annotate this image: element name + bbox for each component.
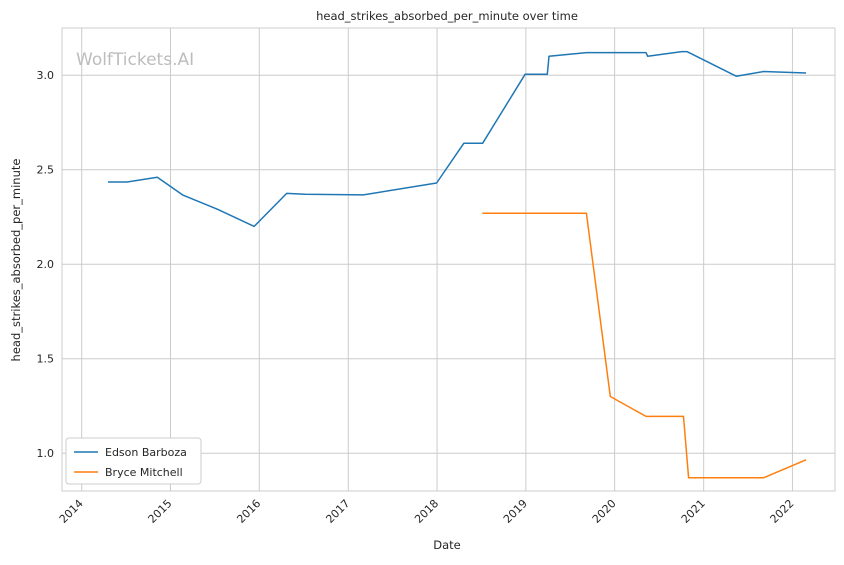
watermark-text: WolfTickets.AI bbox=[76, 50, 194, 70]
y-tick-label: 1.5 bbox=[37, 353, 55, 366]
chart-title: head_strikes_absorbed_per_minute over ti… bbox=[316, 9, 578, 23]
x-axis-label: Date bbox=[433, 538, 461, 552]
series-lines bbox=[108, 50, 807, 479]
y-tick-label: 1.0 bbox=[37, 447, 55, 460]
series-line-2 bbox=[482, 212, 807, 479]
legend: Edson Barboza Bryce Mitchell bbox=[65, 437, 202, 485]
y-axis-ticks: 1.0 1.5 2.0 2.5 3.0 bbox=[37, 69, 55, 460]
y-tick-label: 2.0 bbox=[37, 258, 55, 271]
series-line-1 bbox=[108, 50, 807, 228]
y-tick-label: 3.0 bbox=[37, 69, 55, 82]
legend-label: Bryce Mitchell bbox=[105, 466, 183, 479]
grid-lines bbox=[62, 28, 835, 491]
plot-area-frame bbox=[61, 27, 836, 492]
legend-box bbox=[65, 437, 202, 485]
legend-label: Edson Barboza bbox=[105, 446, 187, 459]
y-tick-label: 2.5 bbox=[37, 164, 55, 177]
y-axis-label: head_strikes_absorbed_per_minute bbox=[9, 159, 23, 362]
